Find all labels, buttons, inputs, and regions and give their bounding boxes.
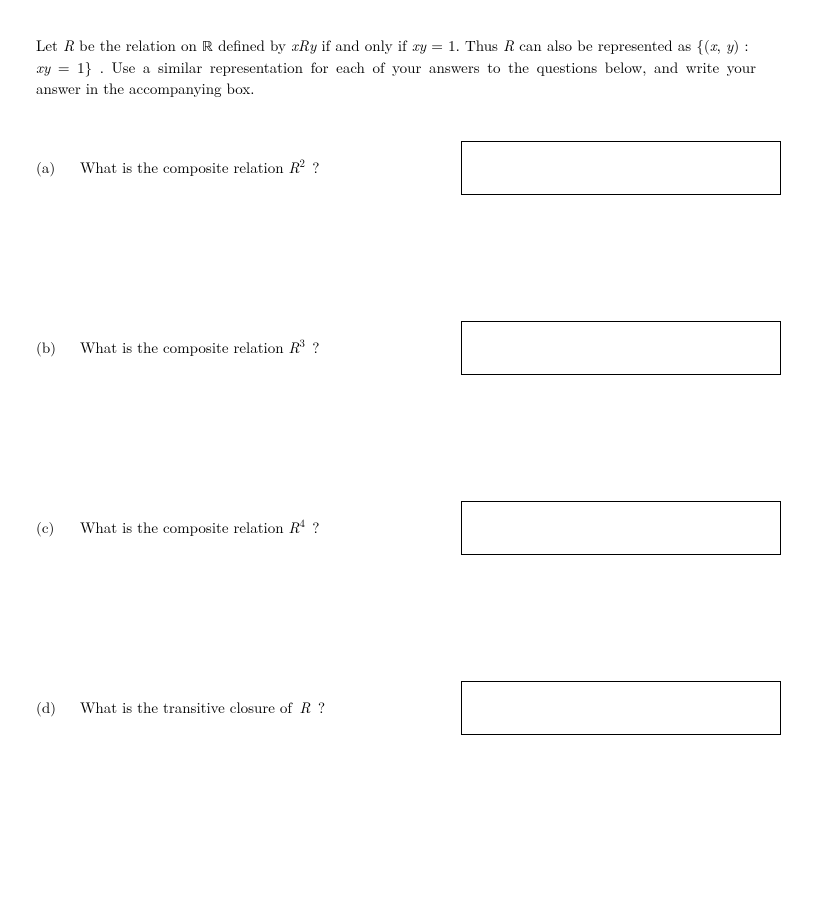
question-label: (a) xyxy=(36,158,62,178)
question-text-d: (d) What is the transitive closure of R … xyxy=(36,698,325,718)
question-row-c: (c) What is the composite relation R4 ? xyxy=(36,501,781,555)
question-label: (c) xyxy=(36,518,62,538)
problem-preamble: Let R be the relation on ℝ defined by xR… xyxy=(36,36,756,99)
answer-box-c[interactable] xyxy=(461,501,781,555)
question-label: (d) xyxy=(36,698,62,718)
answer-box-a[interactable] xyxy=(461,141,781,195)
answer-box-b[interactable] xyxy=(461,321,781,375)
question-body: What is the composite relation R3 ? xyxy=(80,338,319,358)
question-row-d: (d) What is the transitive closure of R … xyxy=(36,681,781,735)
question-body: What is the composite relation R4 ? xyxy=(80,518,319,538)
question-body: What is the composite relation R2 ? xyxy=(80,158,319,178)
question-row-a: (a) What is the composite relation R2 ? xyxy=(36,141,781,195)
question-text-c: (c) What is the composite relation R4 ? xyxy=(36,518,319,538)
question-text-a: (a) What is the composite relation R2 ? xyxy=(36,158,319,178)
question-row-b: (b) What is the composite relation R3 ? xyxy=(36,321,781,375)
question-body: What is the transitive closure of R ? xyxy=(80,698,325,718)
question-label: (b) xyxy=(36,338,62,358)
question-text-b: (b) What is the composite relation R3 ? xyxy=(36,338,319,358)
answer-box-d[interactable] xyxy=(461,681,781,735)
